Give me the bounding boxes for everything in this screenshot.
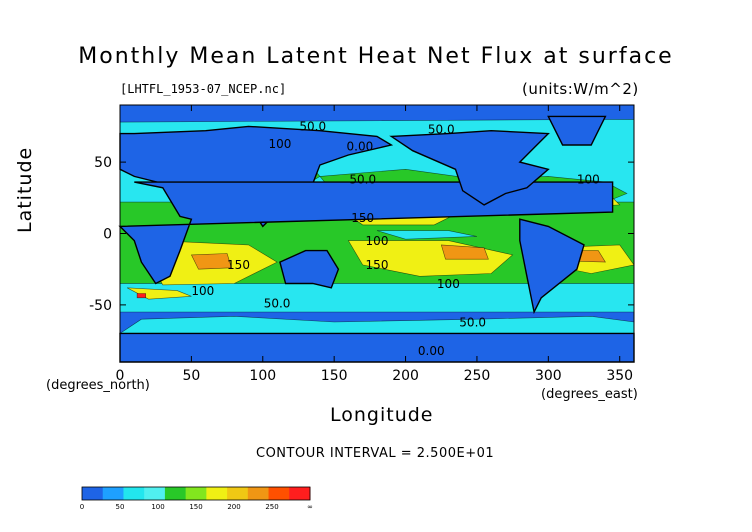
colorbar-frame — [81, 486, 311, 501]
colorbar-segment-8 — [247, 487, 270, 500]
contour-label-14: 0.00 — [418, 344, 445, 358]
colorbar-label-5: 250 — [265, 503, 278, 511]
colorbar-segment-2 — [123, 487, 145, 500]
contour-label-1: 100 — [268, 137, 291, 151]
x-axis-label: Longitude — [330, 404, 434, 426]
y-tick-label-0: -50 — [89, 298, 112, 314]
colorbar-segment-3 — [144, 487, 166, 500]
contour-label-2: 0.00 — [347, 140, 374, 154]
x-tick-label-0: 0 — [116, 368, 125, 384]
chart-title: Monthly Mean Latent Heat Net Flux at sur… — [78, 44, 674, 69]
colorbar-segment-6 — [206, 487, 228, 500]
x-tick-label-2: 100 — [249, 368, 276, 384]
landmass-5 — [547, 115, 607, 146]
flux-region-18 — [136, 293, 146, 299]
colorbar-label-2: 100 — [151, 503, 164, 511]
x-tick-label-4: 200 — [392, 368, 419, 384]
landmass-2 — [279, 249, 340, 289]
flux-region-16 — [440, 244, 489, 260]
contour-label-5: 100 — [577, 173, 600, 187]
colorbar-label-4: 200 — [227, 503, 240, 511]
colorbar-segment-5 — [185, 487, 207, 500]
flux-region-17 — [376, 230, 477, 240]
landmass-6 — [119, 332, 635, 363]
contour-label-11: 100 — [437, 277, 460, 291]
colorbar-segment-10 — [289, 487, 311, 500]
colorbar-segment-0 — [82, 487, 104, 500]
x-tick-label-3: 150 — [321, 368, 348, 384]
colorbar-label-0: 0 — [80, 503, 84, 511]
contour-label-3: 50.0 — [428, 123, 455, 137]
contour-label-9: 150 — [366, 258, 389, 272]
units-label: (units:W/m^2) — [522, 80, 639, 98]
flux-region-12 — [190, 253, 232, 270]
x-tick-label-5: 250 — [464, 368, 491, 384]
contour-label-7: 100 — [366, 234, 389, 248]
contour-label-13: 50.0 — [459, 315, 486, 329]
colorbar-segment-1 — [102, 487, 124, 500]
contour-label-6: 150 — [351, 211, 374, 225]
contour-label-10: 100 — [191, 284, 214, 298]
landmass-3 — [389, 129, 550, 206]
landmass-4 — [519, 218, 585, 315]
contour-interval-note: CONTOUR INTERVAL = 2.500E+01 — [256, 446, 495, 461]
y-unit-label: (degrees_north) — [46, 378, 150, 393]
colorbar-segment-9 — [268, 487, 290, 500]
colorbar-label-6: ∞ — [307, 503, 313, 511]
x-tick-label-6: 300 — [535, 368, 562, 384]
colorbar-label-1: 50 — [116, 503, 125, 511]
x-tick-label-7: 350 — [606, 368, 633, 384]
y-tick-label-2: 50 — [94, 155, 112, 171]
contour-label-4: 50.0 — [349, 173, 376, 187]
colorbar-segment-4 — [164, 487, 187, 500]
x-unit-label: (degrees_east) — [541, 387, 638, 402]
contour-label-8: 150 — [227, 258, 250, 272]
chart-subtitle: [LHTFL_1953-07_NCEP.nc] — [120, 82, 287, 96]
x-tick-label-1: 50 — [182, 368, 200, 384]
colorbar-segment-7 — [227, 487, 249, 500]
y-tick-label-1: 0 — [103, 227, 112, 243]
colorbar-label-3: 150 — [189, 503, 202, 511]
contour-label-0: 50.0 — [299, 120, 326, 134]
contour-label-12: 50.0 — [264, 297, 291, 311]
